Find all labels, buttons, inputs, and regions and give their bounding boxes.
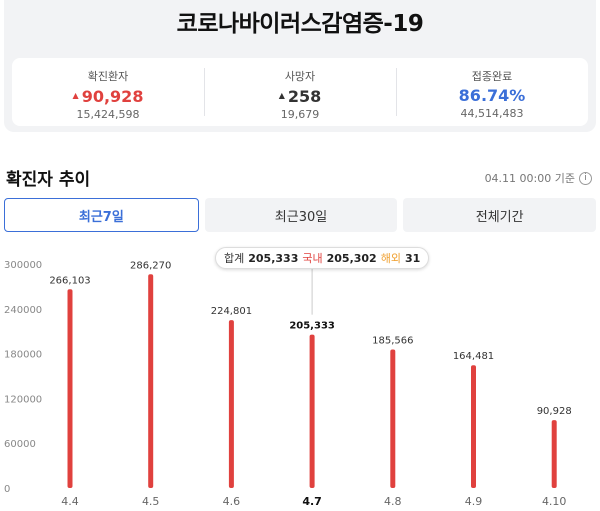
info-icon[interactable]: i — [579, 171, 592, 185]
y-tick-label: 300000 — [4, 260, 42, 271]
stat-value: ▲ 258 — [204, 87, 396, 106]
x-tick-label: 4.8 — [384, 495, 402, 508]
chart-tooltip: 합계 205,333 국내 205,302 해외 31 — [215, 247, 430, 269]
up-arrow-icon: ▲ — [278, 91, 285, 100]
stat-label: 확진환자 — [87, 70, 129, 83]
bar — [551, 420, 557, 488]
y-tick-label: 180000 — [4, 350, 42, 361]
bar — [228, 320, 234, 488]
stat-vaccinated: 접종완료 86.74% 44,514,483 — [396, 58, 588, 126]
tab-recent-30-days[interactable]: 최근30일 — [204, 198, 398, 232]
updated-text: 04.11 00:00 기준 — [484, 172, 575, 185]
bar-value-label: 266,103 — [49, 275, 90, 286]
updated-timestamp: 04.11 00:00 기준 i — [485, 170, 592, 186]
tooltip-domestic-value: 205,302 — [326, 251, 377, 265]
x-tick-label: 4.5 — [142, 495, 160, 508]
stat-value-number: 86.74% — [458, 86, 526, 105]
x-tick-label: 4.7 — [302, 495, 322, 508]
up-arrow-icon: ▲ — [72, 91, 79, 100]
stat-value: 86.74% — [396, 87, 588, 105]
stat-total: 15,424,598 — [76, 108, 140, 121]
period-tabs: 최근7일 최근30일 전체기간 — [4, 198, 597, 232]
bar — [390, 349, 396, 488]
tab-all-period[interactable]: 전체기간 — [403, 198, 597, 232]
bar-value-label: 90,928 — [537, 406, 572, 417]
bar — [309, 334, 315, 488]
y-tick-label: 120000 — [4, 394, 42, 405]
tooltip-domestic-label: 국내 — [302, 252, 323, 265]
bar — [148, 274, 154, 488]
stat-value: ▲ 90,928 — [12, 87, 204, 106]
stat-confirmed: 확진환자 ▲ 90,928 15,424,598 — [12, 58, 204, 126]
x-tick-label: 4.4 — [61, 495, 79, 508]
stats-card: 확진환자 ▲ 90,928 15,424,598 사망자 ▲ 258 19,679 … — [12, 58, 588, 126]
bar — [471, 365, 476, 488]
x-tick-label: 4.9 — [465, 495, 483, 508]
tooltip-overseas-value: 31 — [404, 251, 421, 265]
bar-value-label: 185,566 — [372, 335, 413, 346]
tab-recent-7-days[interactable]: 최근7일 — [4, 198, 199, 232]
bar-value-label: 164,481 — [453, 351, 494, 362]
tooltip-total-value: 205,333 — [248, 251, 299, 265]
tooltip-total-label: 합계 — [224, 252, 245, 265]
stat-total: 19,679 — [280, 108, 320, 121]
bar-value-label: 224,801 — [211, 306, 252, 317]
confirmed-cases-bar-chart: 0 60000 120000 180000 240000 300000 266,103 4.4… — [4, 260, 572, 508]
x-tick-label: 4.10 — [542, 495, 567, 508]
page-title: 코로나바이러스감염증-19 — [176, 11, 424, 37]
bar-value-label: 286,270 — [130, 260, 171, 271]
stat-label: 사망자 — [284, 70, 316, 83]
x-tick-label: 4.6 — [223, 495, 241, 508]
section-title: 확진자 추이 — [6, 170, 91, 190]
stat-value-number: 90,928 — [81, 87, 144, 106]
bar — [67, 289, 73, 488]
stat-label: 접종완료 — [471, 70, 513, 83]
y-tick-label: 60000 — [4, 439, 36, 450]
bar-value-label: 205,333 — [289, 321, 335, 332]
stat-deaths: 사망자 ▲ 258 19,679 — [204, 58, 396, 126]
stat-total: 44,514,483 — [460, 107, 524, 120]
stat-value-number: 258 — [287, 87, 322, 106]
y-tick-label: 0 — [4, 484, 10, 495]
tooltip-overseas-label: 해외 — [380, 252, 401, 265]
y-tick-label: 240000 — [4, 305, 42, 316]
